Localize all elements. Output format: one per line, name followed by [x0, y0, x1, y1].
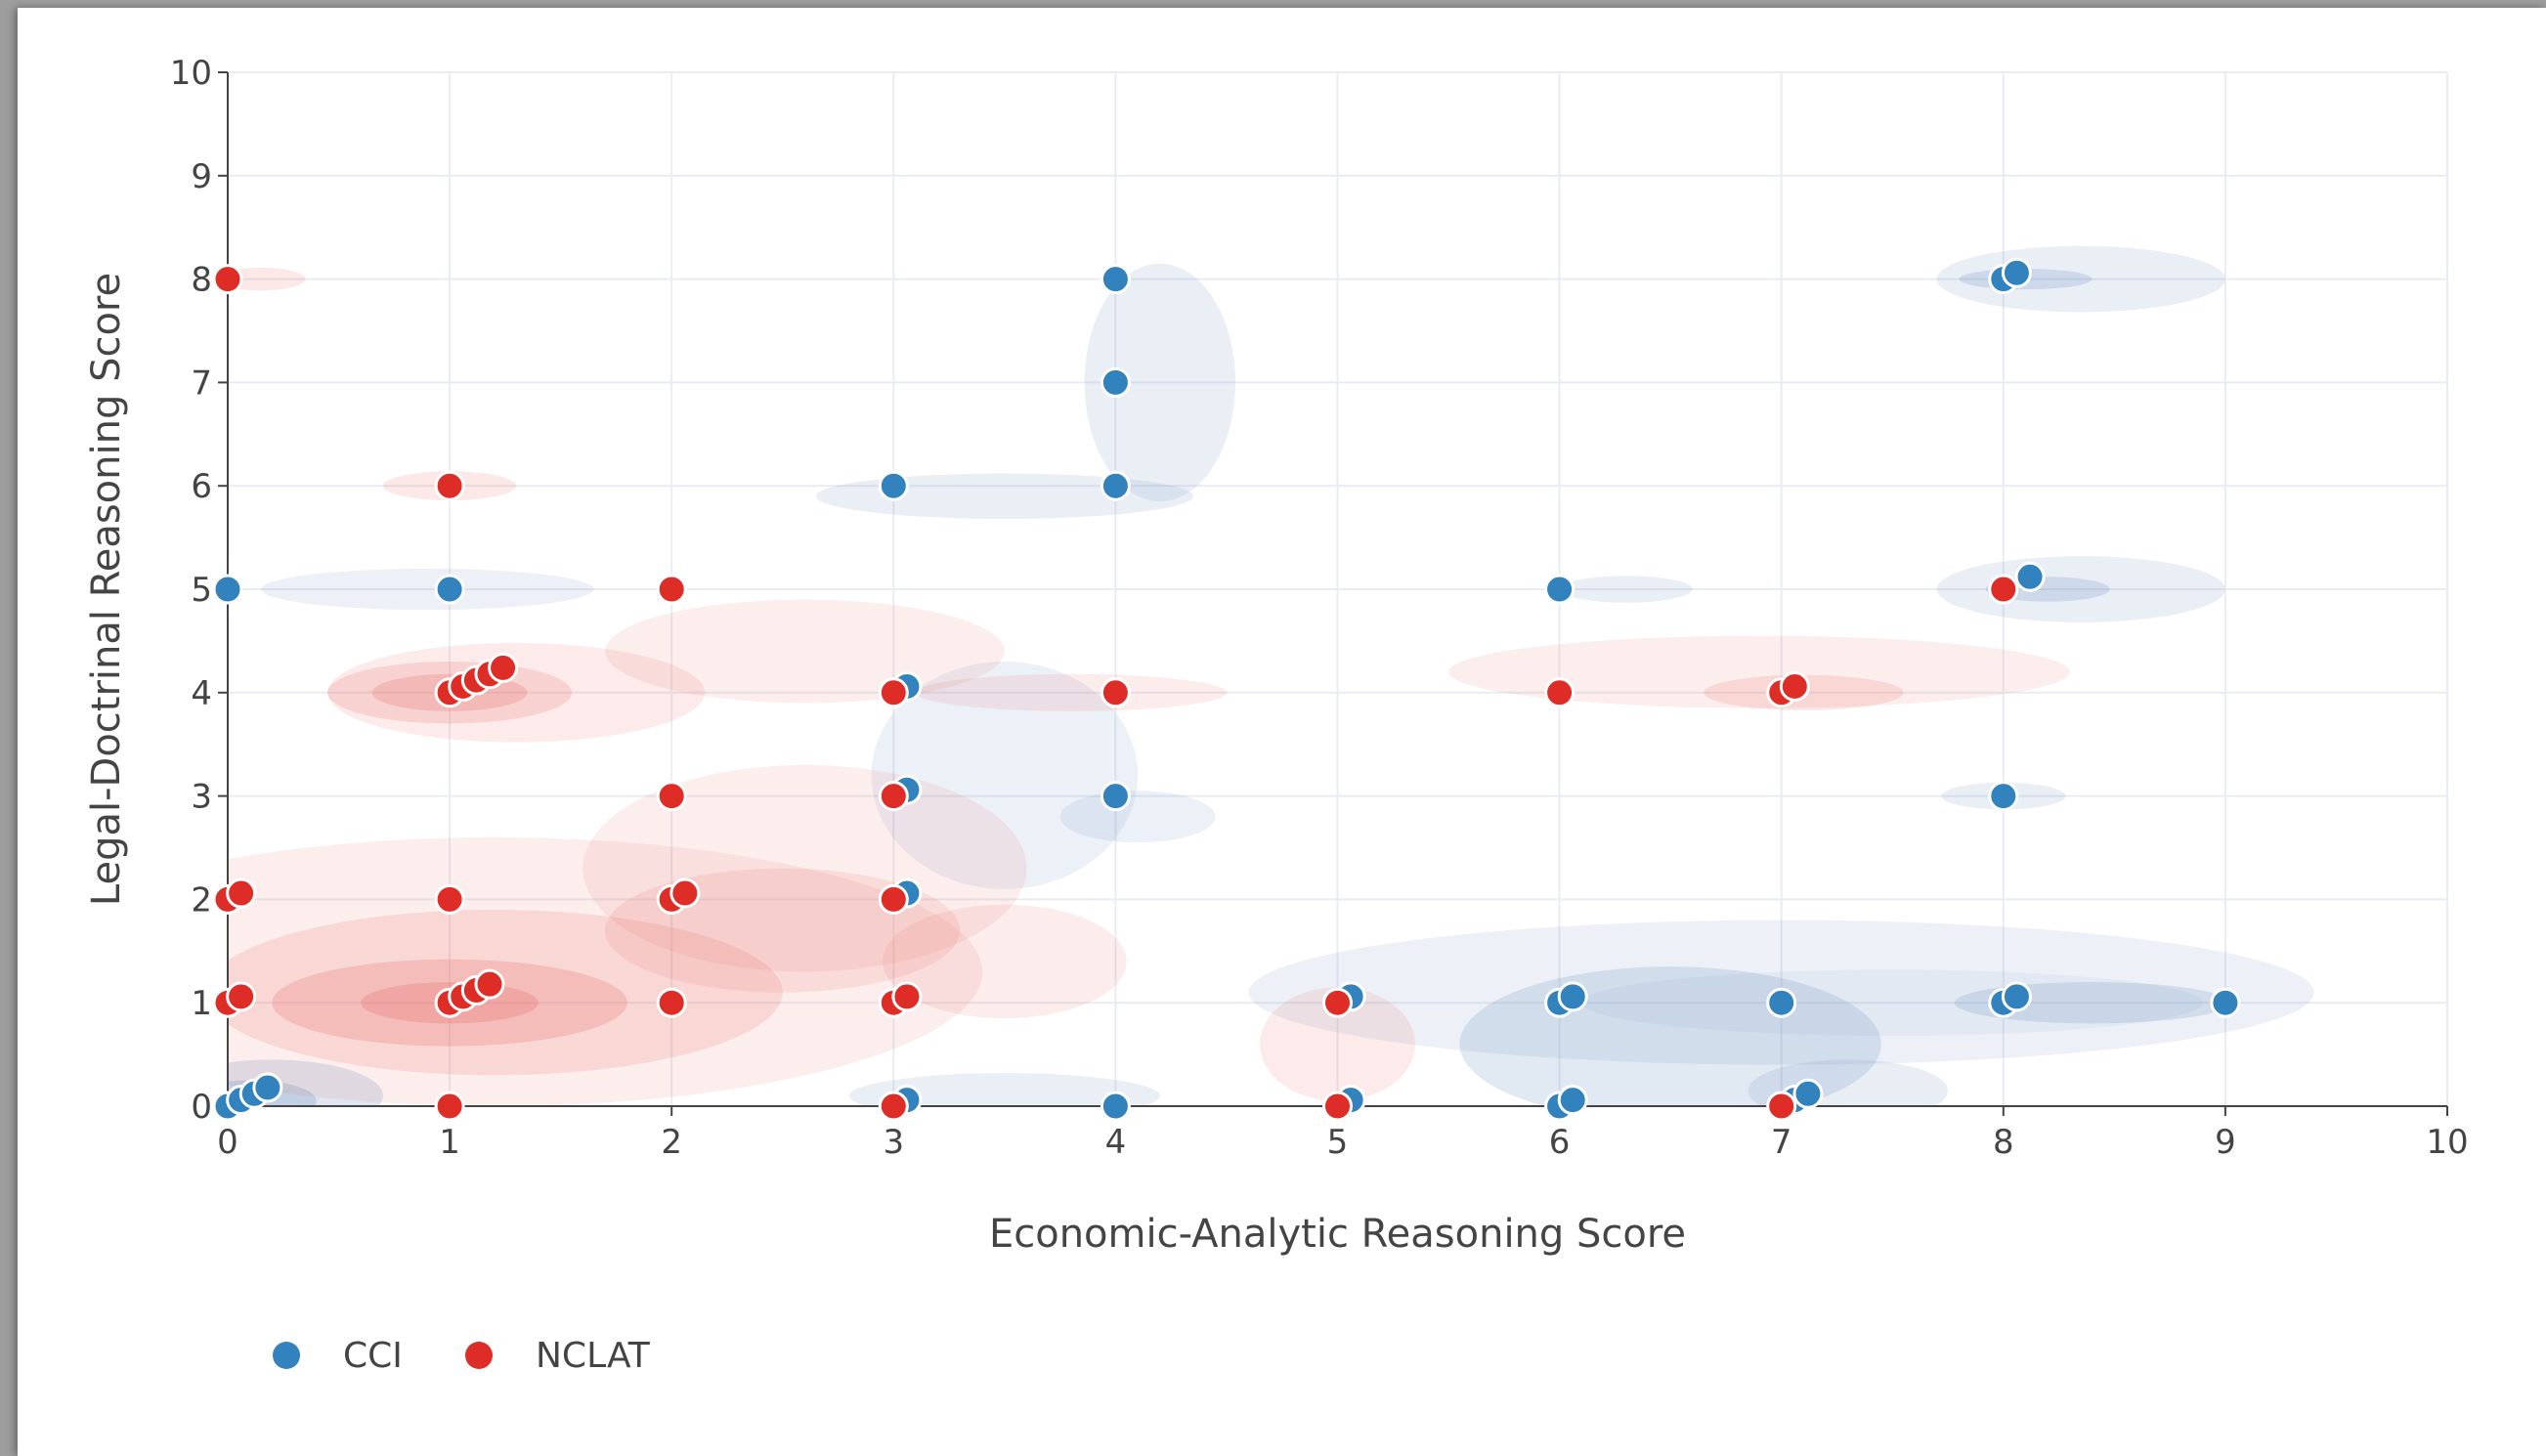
density-region [1936, 556, 2225, 622]
y-tick-label: 7 [191, 364, 212, 403]
nclat-point[interactable] [891, 981, 923, 1012]
density-region [871, 662, 1139, 889]
nclat-point[interactable] [488, 652, 519, 683]
cci-point[interactable] [1100, 1091, 1131, 1122]
cci-point[interactable] [1100, 470, 1131, 501]
density-region [1260, 987, 1415, 1101]
nclat-point[interactable] [1100, 677, 1131, 708]
grid-lines [228, 71, 2448, 1106]
cci-point[interactable] [2210, 987, 2241, 1018]
nclat-point[interactable] [656, 574, 687, 605]
cci-legend-label[interactable]: CCI [343, 1336, 403, 1376]
x-tick-label: 10 [2426, 1123, 2468, 1162]
nclat-point[interactable] [434, 470, 465, 501]
cci-point[interactable] [1100, 366, 1131, 398]
nclat-point[interactable] [434, 1091, 465, 1122]
x-tick-label: 8 [1993, 1123, 2014, 1162]
density-contours [228, 245, 2314, 1106]
x-tick-label: 9 [2215, 1123, 2236, 1162]
cci-point[interactable] [2001, 257, 2032, 288]
nclat-point[interactable] [1766, 1091, 1797, 1122]
density-region [1448, 635, 2070, 708]
nclat-point[interactable] [226, 878, 257, 909]
y-tick-label: 8 [191, 261, 212, 300]
cci-point[interactable] [1100, 781, 1131, 812]
nclat-legend-marker[interactable] [465, 1342, 493, 1369]
cci-point[interactable] [252, 1072, 283, 1103]
nclat-point[interactable] [878, 677, 909, 708]
legend: CCI NCLAT [273, 1336, 651, 1376]
x-tick-label: 7 [1771, 1123, 1792, 1162]
x-tick-label: 4 [1105, 1123, 1127, 1162]
density-region [228, 267, 306, 291]
nclat-point[interactable] [878, 781, 909, 812]
y-tick-label: 4 [191, 674, 212, 713]
nclat-point[interactable] [474, 968, 505, 1000]
cci-legend-marker[interactable] [273, 1342, 300, 1369]
density-region [916, 673, 1227, 711]
density-region [1084, 263, 1236, 502]
density-region [882, 904, 1127, 1019]
density-region [583, 764, 1027, 972]
nclat-point[interactable] [669, 878, 701, 909]
density-region [1059, 791, 1216, 843]
nclat-point[interactable] [1544, 677, 1575, 708]
chart-frame: 0 1 2 3 4 5 6 7 8 9 10 0 1 2 3 4 5 6 7 8 9 10 Economic-Analyt… [18, 8, 2546, 1456]
cci-point[interactable] [1792, 1078, 1824, 1109]
nclat-point[interactable] [434, 883, 465, 915]
y-tick-label: 1 [191, 984, 212, 1023]
nclat-legend-label[interactable]: NCLAT [536, 1336, 651, 1376]
cci-point[interactable] [1100, 264, 1131, 295]
cci-point[interactable] [878, 470, 909, 501]
cci-point[interactable] [1988, 781, 2019, 812]
nclat-point[interactable] [1322, 987, 1353, 1018]
cci-point[interactable] [212, 574, 243, 605]
density-region [228, 836, 982, 1106]
x-tick-label: 5 [1327, 1123, 1349, 1162]
y-tick-label: 0 [191, 1088, 212, 1127]
x-tick-label: 2 [661, 1123, 682, 1162]
x-tick-label: 1 [439, 1123, 460, 1162]
nclat-point[interactable] [226, 981, 257, 1012]
x-tick-label: 3 [883, 1123, 904, 1162]
x-tick-label: 6 [1549, 1123, 1571, 1162]
nclat-point[interactable] [878, 883, 909, 915]
nclat-point[interactable] [1779, 670, 1810, 702]
cci-point[interactable] [1557, 1085, 1588, 1116]
nclat-point[interactable] [212, 264, 243, 295]
density-region [228, 910, 783, 1076]
nclat-point[interactable] [1322, 1091, 1353, 1122]
y-tick-label: 2 [191, 880, 212, 920]
y-tick-label: 5 [191, 571, 212, 610]
cci-point[interactable] [1557, 981, 1588, 1012]
y-tick-label: 3 [191, 778, 212, 817]
nclat-point[interactable] [878, 1091, 909, 1122]
data-points [212, 257, 2241, 1122]
density-region [848, 1073, 1160, 1106]
y-tick-label: 10 [170, 54, 212, 93]
cci-point[interactable] [2001, 981, 2032, 1012]
cci-point[interactable] [1544, 574, 1575, 605]
y-axis-title: Legal-Doctrinal Reasoning Score [84, 273, 129, 906]
density-region [327, 643, 706, 743]
cci-point[interactable] [1766, 987, 1797, 1018]
nclat-point[interactable] [656, 781, 687, 812]
axes: 0 1 2 3 4 5 6 7 8 9 10 0 1 2 3 4 5 6 7 8 9 10 [170, 54, 2469, 1162]
x-tick-label: 0 [217, 1123, 238, 1162]
scatter-chart: 0 1 2 3 4 5 6 7 8 9 10 0 1 2 3 4 5 6 7 8 9 10 Economic-Analyt… [84, 54, 2469, 1376]
density-region [261, 568, 594, 611]
density-region [815, 473, 1193, 520]
cci-point[interactable] [434, 574, 465, 605]
y-tick-label: 9 [191, 157, 212, 196]
density-region [1559, 576, 1693, 603]
cci-point[interactable] [2014, 561, 2046, 592]
density-region [1581, 969, 2204, 1037]
nclat-point[interactable] [1988, 574, 2019, 605]
y-tick-label: 6 [191, 467, 212, 506]
x-axis-title: Economic-Analytic Reasoning Score [989, 1212, 1686, 1257]
nclat-point[interactable] [656, 987, 687, 1018]
